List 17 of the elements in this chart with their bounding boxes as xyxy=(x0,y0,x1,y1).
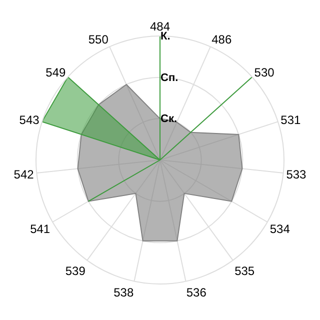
spoke-label: 542 xyxy=(14,168,34,182)
spoke-label: 531 xyxy=(280,113,302,128)
spoke-label: 533 xyxy=(286,168,307,182)
spoke-label: 486 xyxy=(212,32,232,47)
spoke-label: 535 xyxy=(234,264,255,278)
spoke-label: 539 xyxy=(65,264,86,278)
spoke-label: 549 xyxy=(46,66,66,80)
spoke-label: 536 xyxy=(186,286,207,300)
spoke-label: 530 xyxy=(254,66,275,80)
spoke-label: 550 xyxy=(88,32,109,47)
y-tick-label: Сп. xyxy=(160,72,178,84)
spoke-label: 543 xyxy=(19,113,40,128)
spoke-label: 538 xyxy=(114,286,134,300)
y-tick-label: Ск. xyxy=(160,113,178,126)
spoke-label: 541 xyxy=(30,222,50,236)
y-tick-label: К. xyxy=(160,30,170,43)
spoke-label: 534 xyxy=(270,222,290,236)
